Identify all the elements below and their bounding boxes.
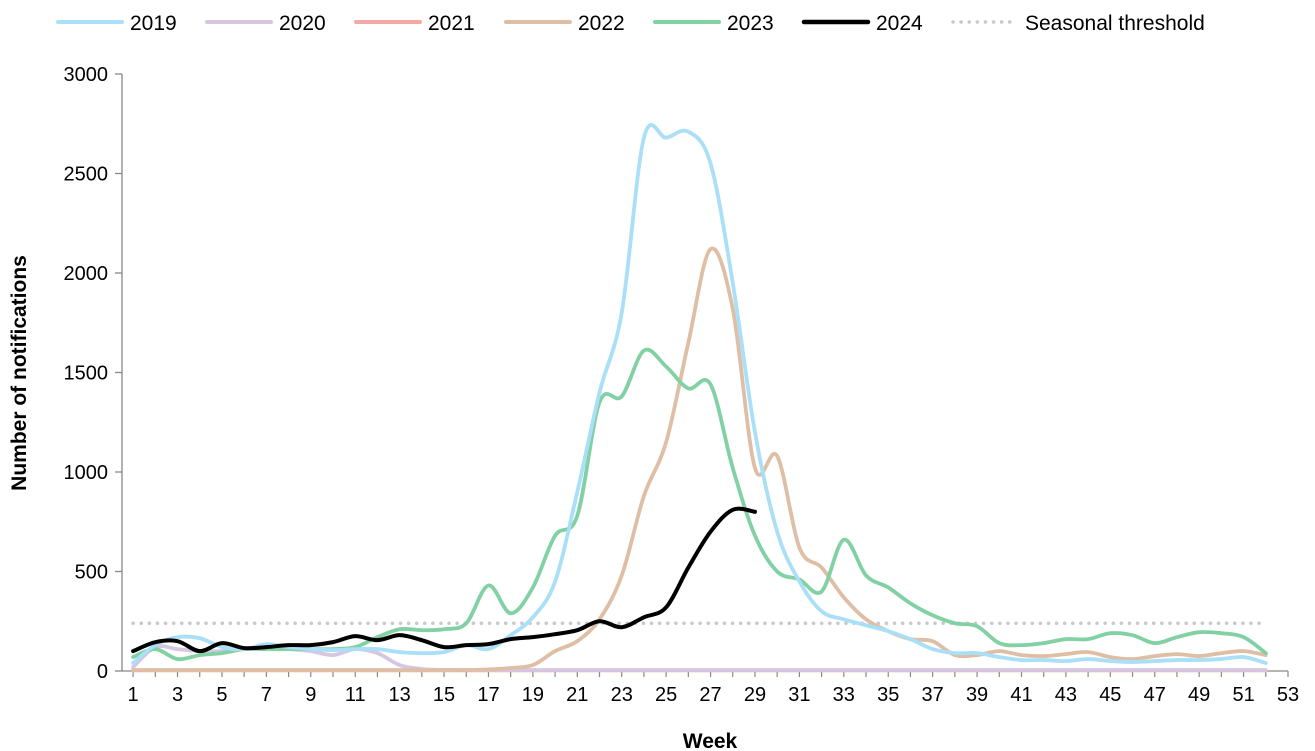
y-tick-label: 1500 <box>64 363 109 385</box>
legend-label-2021: 2021 <box>428 12 475 35</box>
legend-label-2020: 2020 <box>279 12 326 35</box>
x-tick-label: 27 <box>699 684 721 706</box>
x-tick-label: 17 <box>477 684 499 706</box>
series-line-2024 <box>131 506 757 654</box>
x-tick-label: 51 <box>1232 684 1254 706</box>
legend-label-2024: 2024 <box>876 12 923 35</box>
legend-label-seasonal-threshold: Seasonal threshold <box>1025 12 1205 35</box>
x-tick-label: 45 <box>1099 684 1121 706</box>
x-tick-label: 9 <box>305 684 316 706</box>
x-tick-label: 3 <box>172 684 183 706</box>
legend-item-2019: 2019 <box>56 12 177 35</box>
x-tick-label: 49 <box>1188 684 1210 706</box>
legend-item-seasonal-threshold: Seasonal threshold <box>951 12 1205 35</box>
x-tick-label: 19 <box>522 684 544 706</box>
y-axis: 0 500 1000 1500 2000 2500 3000 <box>64 64 123 683</box>
x-tick-label: 53 <box>1277 684 1299 706</box>
x-tick-label: 39 <box>966 684 988 706</box>
x-tick-label: 1 <box>128 684 139 706</box>
legend-label-2019: 2019 <box>130 12 177 35</box>
x-axis-title: Week <box>683 730 738 751</box>
series-line-2020 <box>131 644 1268 672</box>
x-tick-label: 15 <box>433 684 455 706</box>
x-tick-label: 43 <box>1055 684 1077 706</box>
x-tick-label: 37 <box>922 684 944 706</box>
x-tick-label: 5 <box>216 684 227 706</box>
series-line-2023 <box>131 347 1268 662</box>
legend-item-2020: 2020 <box>205 12 326 35</box>
y-tick-label: 0 <box>97 661 108 683</box>
x-tick-label: 21 <box>566 684 588 706</box>
x-tick-label: 7 <box>261 684 272 706</box>
x-tick-label: 31 <box>788 684 810 706</box>
x-tick-label: 47 <box>1144 684 1166 706</box>
x-tick-label: 29 <box>744 684 766 706</box>
x-tick-label: 41 <box>1010 684 1032 706</box>
legend: 2019 2020 2021 2022 2023 2024 Seasonal thresho… <box>56 12 1205 35</box>
x-tick-label: 11 <box>345 684 366 706</box>
legend-label-2023: 2023 <box>727 12 774 35</box>
y-tick-label: 1000 <box>64 462 109 484</box>
plot-lines <box>131 123 1268 673</box>
y-tick-label: 500 <box>75 562 108 584</box>
x-tick-label: 33 <box>833 684 855 706</box>
legend-item-2022: 2022 <box>504 12 625 35</box>
series-line-2019 <box>131 123 1268 665</box>
x-tick-label: 23 <box>611 684 633 706</box>
y-axis-title: Number of notifications <box>8 255 31 491</box>
y-tick-label: 2000 <box>64 263 109 285</box>
legend-item-2021: 2021 <box>354 12 475 35</box>
legend-item-2023: 2023 <box>653 12 774 35</box>
legend-label-2022: 2022 <box>578 12 625 35</box>
y-tick-label: 3000 <box>64 64 109 86</box>
x-axis: 1 3 5 7 9 11 13 15 17 19 21 23 25 27 29 31 33 35 37 39 41 43 4… <box>122 670 1299 706</box>
x-tick-label: 35 <box>877 684 899 706</box>
y-tick-label: 2500 <box>64 164 109 186</box>
series-line-2022 <box>131 246 1268 672</box>
x-tick-label: 25 <box>655 684 677 706</box>
x-tick-label: 13 <box>388 684 410 706</box>
legend-item-2024: 2024 <box>801 12 923 35</box>
